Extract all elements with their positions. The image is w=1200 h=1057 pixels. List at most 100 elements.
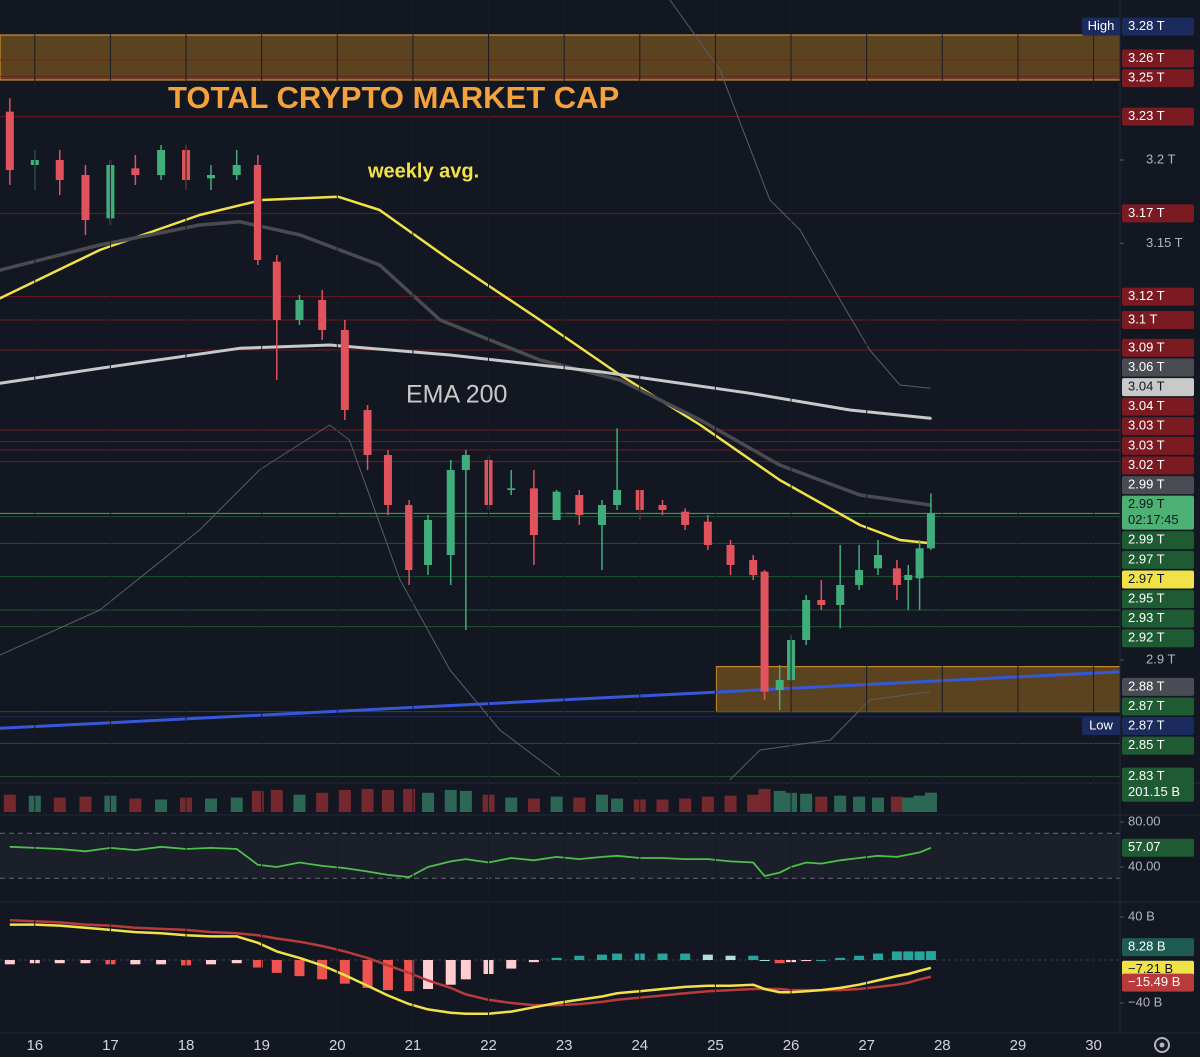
y-tick-label: 3.15 T	[1146, 235, 1183, 250]
histogram-bar	[252, 960, 263, 968]
x-tick-label: 16	[26, 1037, 43, 1054]
candle-body	[253, 165, 262, 260]
volume-bar	[902, 797, 915, 812]
histogram-bar	[551, 957, 562, 961]
candle-body	[363, 410, 372, 455]
x-tick-label: 30	[1085, 1037, 1102, 1054]
histogram-bar	[130, 960, 141, 965]
histogram-bar	[362, 960, 373, 988]
price-label: 3.28 T	[1128, 18, 1165, 33]
histogram-bar	[774, 960, 785, 964]
histogram-bar	[339, 960, 350, 984]
x-tick-label: 20	[329, 1037, 346, 1054]
annotation: weekly avg.	[367, 160, 479, 182]
volume-bar	[527, 798, 540, 812]
histogram-bar	[156, 960, 167, 965]
settings-icon[interactable]	[1154, 1037, 1170, 1053]
signal-label-box	[1122, 973, 1194, 992]
macd-label: −7.21 B	[1128, 961, 1173, 976]
histogram-bar	[835, 957, 846, 961]
candle-body	[157, 150, 166, 175]
candle-body	[775, 680, 784, 690]
histogram-bar	[205, 960, 216, 965]
candle-body	[272, 261, 281, 320]
price-label: 3.26 T	[1128, 50, 1165, 65]
histogram-bar	[80, 960, 91, 964]
histogram-bar	[294, 960, 305, 977]
histogram-bar	[925, 951, 936, 961]
histogram-label-box	[1122, 938, 1194, 957]
volume-bar	[361, 788, 374, 812]
price-label: 3.12 T	[1128, 288, 1165, 303]
tag-box	[1082, 17, 1120, 36]
candle-body	[926, 513, 935, 549]
volume-bar	[316, 792, 329, 812]
histogram-label: 8.28 B	[1128, 939, 1166, 954]
price-label-box	[1122, 629, 1194, 648]
volume-bar	[155, 799, 168, 812]
price-label: 2.92 T	[1128, 630, 1165, 645]
chart-title: TOTAL CRYPTO MARKET CAP	[168, 80, 619, 115]
candle-body	[836, 585, 845, 605]
histogram-bar	[725, 955, 736, 961]
volume-bar	[679, 798, 692, 812]
volume-bar	[872, 797, 885, 812]
price-label-box	[1122, 717, 1194, 736]
price-label-box	[1122, 590, 1194, 609]
candle-body	[552, 491, 561, 520]
histogram-bar	[702, 954, 713, 961]
price-label: 2.97 T	[1128, 551, 1165, 566]
price-label: 2.88 T	[1128, 678, 1165, 693]
price-label: 2.87 T	[1128, 698, 1165, 713]
y-tick-label: 2.9 T	[1146, 651, 1175, 666]
price-label: 2.83 T	[1128, 768, 1165, 783]
x-tick-label: 22	[480, 1037, 497, 1054]
histogram-bar	[891, 951, 902, 961]
price-label-box	[1122, 570, 1194, 589]
price-label-box	[1122, 69, 1194, 88]
histogram-bar	[657, 953, 668, 961]
volume-bar	[913, 795, 926, 812]
x-tick-label: 18	[178, 1037, 195, 1054]
candle-body	[405, 505, 414, 570]
histogram-bar	[382, 960, 393, 991]
price-label: 3.09 T	[1128, 339, 1165, 354]
volume-bar	[3, 794, 16, 812]
price-label-box	[1122, 338, 1194, 357]
candle-body	[318, 300, 327, 330]
price-label: 2.99 T	[1128, 477, 1165, 492]
histogram-bar	[680, 953, 691, 961]
volume-bar	[724, 795, 737, 812]
volume-bar	[595, 794, 608, 812]
y-tick-label: 40 B	[1128, 908, 1155, 923]
y-tick-label: 80.00	[1128, 813, 1161, 828]
price-label-box	[1122, 495, 1194, 530]
histogram-bar	[748, 955, 759, 961]
histogram-bar	[528, 960, 539, 963]
price-label: 3.06 T	[1128, 359, 1165, 374]
y-tick-label: 3.2 T	[1146, 151, 1175, 166]
histogram-bar	[506, 960, 517, 969]
candle-body	[681, 511, 690, 525]
candle-body	[424, 520, 433, 565]
price-label-box	[1122, 417, 1194, 436]
x-tick-label: 19	[253, 1037, 270, 1054]
histogram-bar	[612, 953, 623, 961]
x-tick-label: 29	[1010, 1037, 1027, 1054]
candle-body	[461, 455, 470, 470]
price-label-box	[1122, 378, 1194, 397]
volume-bar	[815, 796, 828, 812]
annotation: EMA 200	[406, 381, 507, 409]
signal-label: −15.49 B	[1128, 974, 1180, 989]
price-label-box	[1122, 550, 1194, 569]
price-label-box	[1122, 17, 1194, 36]
x-tick-label: 27	[858, 1037, 875, 1054]
price-label: 3.03 T	[1128, 418, 1165, 433]
gear-ring	[1154, 1037, 1170, 1053]
candle-body	[383, 455, 392, 505]
candle-body	[81, 175, 90, 220]
histogram-bar	[903, 951, 914, 961]
histogram-bar	[4, 960, 15, 965]
